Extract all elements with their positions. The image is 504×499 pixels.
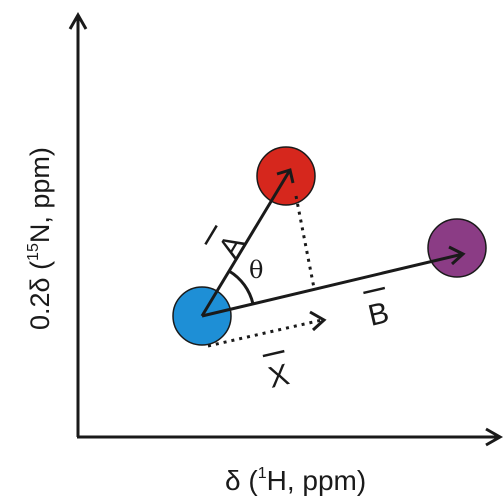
vector-a-line	[200, 169, 292, 317]
y-axis-label-post: N, ppm)	[25, 147, 55, 243]
y-axis-arrowhead	[68, 11, 88, 30]
vector-a-bar	[204, 224, 218, 246]
point-b	[427, 218, 487, 278]
vector-b-label: B	[365, 296, 392, 333]
projection-line	[294, 195, 316, 289]
x-axis-label-post: H, ppm)	[267, 465, 367, 496]
x-axis-label-sup: 1	[258, 465, 267, 482]
vector-a-arrowhead	[276, 168, 295, 184]
vector-x-bar	[262, 349, 285, 358]
vector-x-label-group: X	[262, 349, 292, 395]
y-axis-label-pre: 0.2δ (	[25, 261, 55, 330]
x-axis-label: δ (1H, ppm)	[225, 465, 366, 496]
vector-b-bar	[363, 286, 386, 295]
vector-b-line	[201, 252, 464, 318]
x-axis-label-pre: δ (	[225, 465, 258, 496]
vector-x-line	[207, 318, 323, 348]
vector-b-arrowhead	[448, 245, 466, 266]
y-axis-label: 0.2δ (15N, ppm)	[25, 147, 55, 330]
vector-x-arrowhead	[309, 310, 327, 332]
vector-x-label: X	[265, 358, 292, 395]
angle-label: θ	[249, 256, 263, 284]
x-axis-arrowhead	[485, 427, 504, 447]
vector-a-label-group: A	[204, 224, 251, 263]
vector-b-label-group: B	[363, 286, 392, 333]
y-axis-label-sup: 15	[25, 243, 42, 261]
angle-arc	[228, 269, 255, 305]
vector-a-label: A	[212, 229, 251, 263]
